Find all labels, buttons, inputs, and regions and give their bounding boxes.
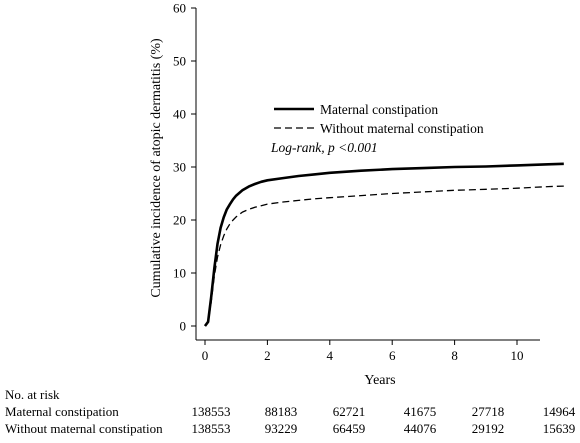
series-line-maternal [203,162,564,327]
y-tick-label: 30 [173,160,186,175]
x-tick-label: 10 [511,348,524,363]
y-tick-label: 0 [180,319,187,334]
risk-value: 62721 [332,404,366,419]
series-layer [203,162,564,327]
risk-value: 14964 [542,404,576,419]
log-rank-annotation: Log-rank, p <0.001 [270,140,378,155]
x-tick-label: 6 [389,348,396,363]
risk-value: 138553 [191,404,231,419]
legend-label-without: Without maternal constipation [320,121,484,136]
risk-value: 41675 [403,404,437,419]
risk-table-heading: No. at risk [5,387,60,402]
y-tick-label: 60 [173,1,186,16]
x-axis-label: Years [364,373,395,388]
x-tick-label: 4 [327,348,334,363]
risk-value: 66459 [332,421,366,436]
risk-value: 93229 [264,421,298,436]
risk-value: 15639 [542,421,576,436]
legend: Maternal constipation Without maternal c… [274,102,484,136]
legend-label-maternal: Maternal constipation [320,102,438,117]
series-line-without [204,185,564,327]
y-tick-label: 50 [173,54,186,69]
risk-row-label-without: Without maternal constipation [5,421,163,436]
risk-value: 44076 [403,421,437,436]
risk-value: 138553 [191,421,231,436]
risk-value: 29192 [471,421,505,436]
risk-value: 27718 [471,404,505,419]
y-axis-label: Cumulative incidence of atopic dermatiti… [149,38,164,298]
x-tick-label: 2 [264,348,271,363]
axes: 0 10 20 30 40 50 60 0 2 4 6 8 10 [173,1,540,363]
x-tick-label: 0 [202,348,209,363]
y-tick-label: 10 [173,266,186,281]
y-tick-label: 40 [173,107,186,122]
x-tick-label: 8 [451,348,458,363]
risk-row-label-maternal: Maternal constipation [5,404,119,419]
y-tick-label: 20 [173,213,186,228]
risk-value: 88183 [264,404,298,419]
